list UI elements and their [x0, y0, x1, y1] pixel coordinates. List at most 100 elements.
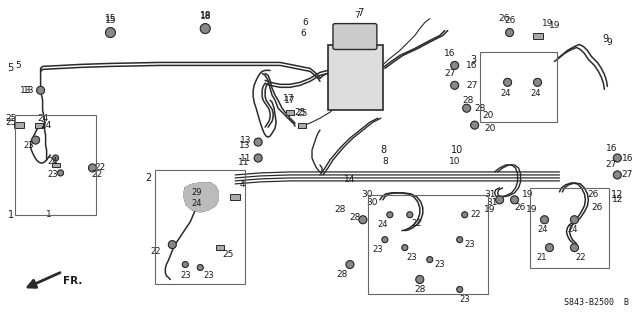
- Text: 15: 15: [105, 14, 116, 23]
- Text: 24: 24: [567, 225, 578, 234]
- Circle shape: [106, 28, 115, 37]
- Text: 7: 7: [356, 8, 363, 18]
- Text: 16: 16: [621, 154, 633, 163]
- Circle shape: [613, 171, 621, 179]
- Text: 6: 6: [300, 29, 306, 38]
- Text: 12: 12: [612, 195, 623, 204]
- Text: 5: 5: [8, 63, 14, 73]
- Circle shape: [200, 24, 210, 34]
- Text: 19: 19: [526, 205, 538, 214]
- Circle shape: [613, 154, 621, 162]
- Text: 16: 16: [605, 144, 617, 153]
- Text: 23: 23: [460, 295, 470, 304]
- Text: 19: 19: [541, 19, 553, 28]
- Text: 27: 27: [621, 171, 633, 180]
- Text: 30: 30: [366, 198, 378, 207]
- Text: 10: 10: [449, 157, 460, 166]
- Text: 26: 26: [592, 203, 603, 212]
- Text: 18: 18: [200, 11, 211, 20]
- Bar: [328, 45, 383, 110]
- Text: 27: 27: [444, 69, 456, 78]
- Circle shape: [182, 261, 188, 268]
- Text: 30: 30: [361, 190, 372, 199]
- Text: 27: 27: [605, 160, 617, 170]
- Circle shape: [461, 212, 468, 218]
- Text: 19: 19: [548, 21, 560, 30]
- Text: 16: 16: [444, 49, 456, 58]
- Text: 21: 21: [536, 253, 547, 262]
- Text: 31: 31: [484, 190, 495, 199]
- Bar: [13, 122, 24, 128]
- Bar: [156, 170, 245, 284]
- Circle shape: [346, 260, 354, 268]
- Text: 23: 23: [406, 253, 417, 262]
- Text: 22: 22: [575, 253, 586, 262]
- Circle shape: [31, 136, 40, 144]
- Text: 24: 24: [40, 121, 51, 130]
- Circle shape: [534, 78, 541, 86]
- Circle shape: [495, 196, 504, 204]
- Text: 24: 24: [537, 225, 548, 234]
- Text: 24: 24: [531, 89, 541, 98]
- Text: 24: 24: [191, 199, 202, 208]
- Text: 20: 20: [484, 124, 495, 132]
- Text: 24: 24: [47, 157, 58, 166]
- Text: 28: 28: [349, 213, 360, 222]
- Text: 13: 13: [23, 86, 35, 95]
- Text: 28: 28: [414, 285, 426, 294]
- Circle shape: [382, 237, 388, 243]
- Text: 11: 11: [239, 158, 250, 167]
- Text: 27: 27: [466, 81, 477, 90]
- Text: 16: 16: [466, 61, 477, 70]
- Text: 25: 25: [5, 114, 17, 123]
- Bar: [35, 123, 43, 128]
- Circle shape: [416, 276, 424, 284]
- Text: 23: 23: [465, 240, 475, 249]
- Text: 9: 9: [607, 38, 612, 47]
- Text: 24: 24: [500, 89, 511, 98]
- Circle shape: [52, 155, 59, 161]
- Circle shape: [470, 121, 479, 129]
- Text: 24: 24: [37, 114, 48, 123]
- Circle shape: [504, 78, 511, 86]
- Circle shape: [58, 170, 63, 176]
- Bar: [286, 110, 294, 115]
- Circle shape: [451, 81, 459, 89]
- Circle shape: [457, 286, 463, 292]
- Text: 2: 2: [145, 173, 152, 183]
- Circle shape: [407, 212, 413, 218]
- Circle shape: [506, 28, 513, 36]
- Text: 12: 12: [611, 190, 623, 200]
- Text: 8: 8: [382, 157, 388, 166]
- Text: 9: 9: [602, 34, 609, 44]
- Text: S843-B2500  B: S843-B2500 B: [564, 298, 629, 307]
- Circle shape: [463, 104, 470, 112]
- FancyBboxPatch shape: [333, 24, 377, 50]
- Text: 25: 25: [296, 109, 308, 118]
- Text: 18: 18: [200, 12, 211, 21]
- Text: 17: 17: [284, 94, 295, 103]
- Text: 5: 5: [16, 61, 22, 70]
- Text: 23: 23: [203, 271, 214, 280]
- Bar: [532, 33, 543, 38]
- Circle shape: [254, 138, 262, 146]
- Circle shape: [168, 241, 176, 249]
- Text: 25: 25: [223, 250, 234, 259]
- Circle shape: [427, 257, 433, 262]
- Text: 22: 22: [95, 164, 106, 172]
- Text: 28: 28: [474, 104, 485, 113]
- Text: 11: 11: [241, 154, 252, 163]
- Circle shape: [511, 196, 518, 204]
- Text: 10: 10: [451, 145, 463, 155]
- Bar: [15, 115, 97, 215]
- Circle shape: [387, 212, 393, 218]
- Text: 22: 22: [470, 210, 481, 219]
- Text: 23: 23: [47, 171, 58, 180]
- Text: 13: 13: [239, 140, 251, 149]
- Text: 19: 19: [484, 205, 495, 214]
- Text: 6: 6: [302, 18, 308, 27]
- Circle shape: [457, 237, 463, 243]
- Text: 22: 22: [150, 247, 161, 256]
- Text: 26: 26: [588, 190, 599, 199]
- Text: 14: 14: [344, 175, 356, 184]
